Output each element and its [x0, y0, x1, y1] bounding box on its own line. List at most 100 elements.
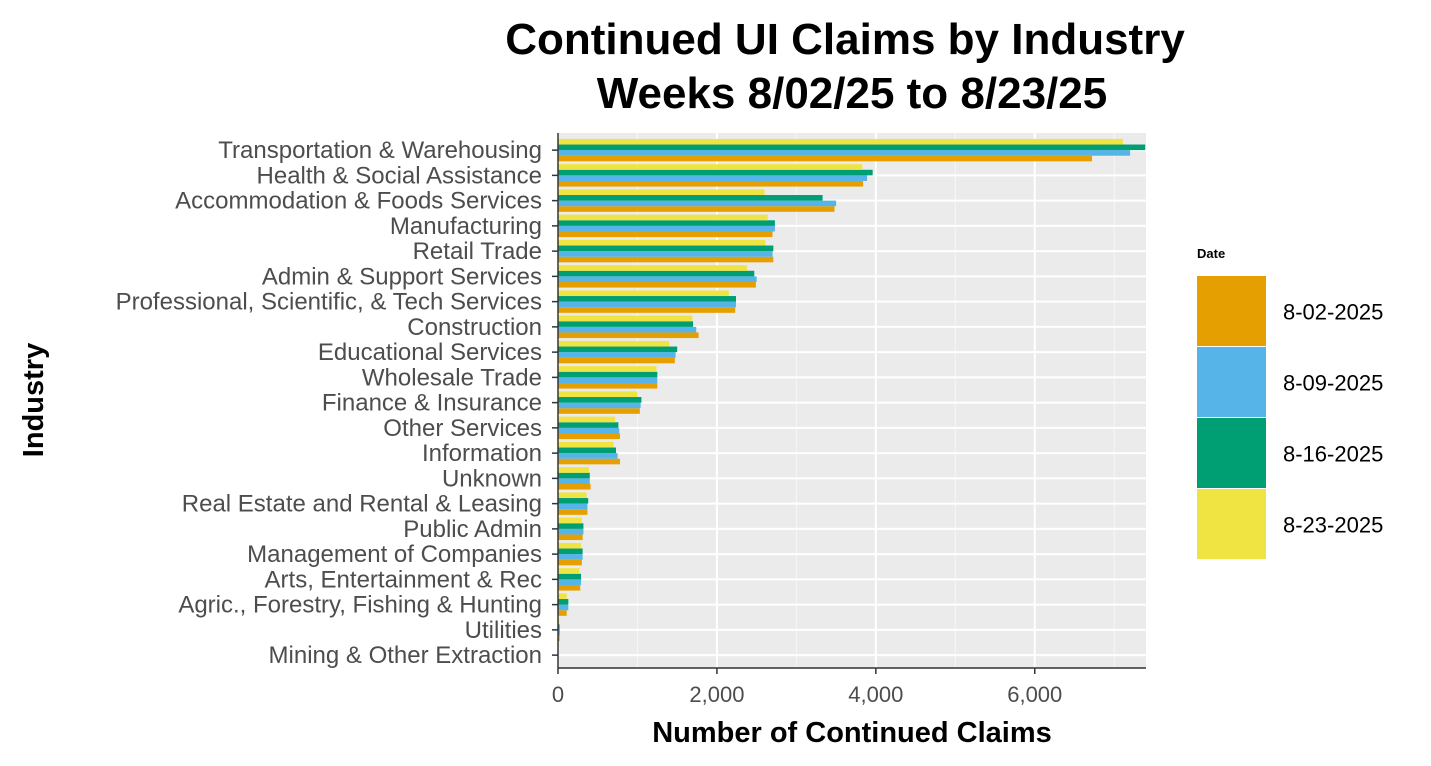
bar [558, 315, 693, 322]
bar [558, 408, 640, 414]
x-axis-title: Number of Continued Claims [652, 717, 1052, 749]
bar [558, 397, 642, 403]
bar [558, 559, 582, 566]
y-tick-label: Wholesale Trade [362, 364, 542, 391]
y-tick-label: Construction [407, 314, 542, 341]
bar [558, 402, 641, 409]
bar [558, 554, 583, 560]
bars [558, 138, 1146, 642]
bar [558, 239, 766, 246]
bar [558, 366, 657, 372]
legend-label: 8-02-2025 [1283, 300, 1383, 325]
y-tick-label: Arts, Entertainment & Rec [265, 566, 542, 593]
bar [558, 352, 676, 358]
y-tick-label: Manufacturing [390, 213, 542, 240]
bar [558, 604, 569, 611]
bar [558, 231, 773, 238]
legend-label: 8-09-2025 [1283, 371, 1383, 396]
y-tick-label: Utilities [465, 617, 542, 644]
bar [558, 326, 697, 333]
bar [558, 195, 823, 201]
bar [558, 189, 765, 196]
y-tick-label: Management of Companies [247, 541, 542, 568]
bar [558, 453, 618, 459]
legend-key [1197, 276, 1266, 346]
bar [558, 542, 582, 549]
bar [558, 391, 638, 398]
bar [558, 593, 567, 600]
y-tick-label: Agric., Forestry, Fishing & Hunting [178, 592, 542, 619]
x-tick-label: 6,000 [1007, 682, 1062, 707]
bar [558, 422, 619, 428]
bar [558, 144, 1146, 151]
bar [558, 357, 675, 364]
bar [558, 270, 755, 277]
bar [558, 548, 583, 555]
y-tick-label: Mining & Other Extraction [269, 642, 542, 669]
legend-key [1197, 489, 1266, 559]
y-tick-label: Admin & Support Services [262, 263, 542, 290]
x-tick-label: 0 [552, 682, 564, 707]
y-tick-label: Real Estate and Rental & Leasing [182, 491, 542, 518]
y-tick-label: Retail Trade [413, 238, 542, 265]
bar [558, 377, 658, 383]
bar [558, 599, 569, 605]
legend-key [1197, 347, 1266, 417]
bar [558, 629, 560, 636]
legend-key [1197, 418, 1266, 488]
bar [558, 371, 658, 378]
legend-label: 8-23-2025 [1283, 513, 1383, 538]
x-tick-label: 2,000 [689, 682, 744, 707]
bar [558, 416, 616, 423]
bar [558, 635, 560, 642]
bar [558, 301, 736, 308]
bar [558, 478, 590, 484]
bar [558, 321, 694, 327]
bar [558, 610, 567, 616]
bar [558, 517, 582, 524]
bar [558, 332, 699, 339]
bar [558, 164, 863, 170]
legend-label: 8-16-2025 [1283, 442, 1383, 467]
bar [558, 503, 588, 510]
x-tick-labels: 0 2,000 4,000 6,000 [552, 682, 1062, 707]
bar [558, 492, 587, 499]
plot-panel [558, 133, 1146, 668]
bar [558, 624, 560, 630]
bar [558, 225, 775, 232]
y-tick-label: Information [422, 440, 542, 467]
bar [558, 169, 873, 176]
bar [558, 245, 774, 252]
bar [558, 584, 581, 591]
y-tick-label: Educational Services [318, 339, 542, 366]
bar [558, 447, 617, 454]
bar [558, 579, 582, 585]
bar [558, 472, 590, 479]
bar [558, 200, 837, 207]
bar [558, 573, 582, 580]
y-axis [552, 133, 559, 668]
y-tick-label: Accommodation & Foods Services [175, 188, 542, 215]
bar [558, 568, 580, 574]
bar [558, 433, 620, 440]
bar [558, 276, 757, 282]
legend: Date 8-02-2025 8-09-2025 8-16-2025 8-23-202… [1197, 246, 1383, 559]
y-tick-label: Finance & Insurance [322, 390, 542, 417]
y-axis-title: Industry [18, 343, 50, 457]
bar [558, 498, 589, 504]
bar [558, 534, 583, 541]
bar [558, 346, 678, 353]
bar [558, 458, 620, 465]
y-tick-label: Transportation & Warehousing [218, 137, 542, 164]
bar [558, 180, 864, 187]
bar [558, 138, 1123, 145]
bar [558, 307, 736, 313]
bar [558, 214, 768, 221]
bar [558, 427, 620, 434]
bar [558, 206, 835, 212]
bar [558, 523, 584, 529]
bar [558, 528, 584, 535]
bar [558, 509, 588, 515]
